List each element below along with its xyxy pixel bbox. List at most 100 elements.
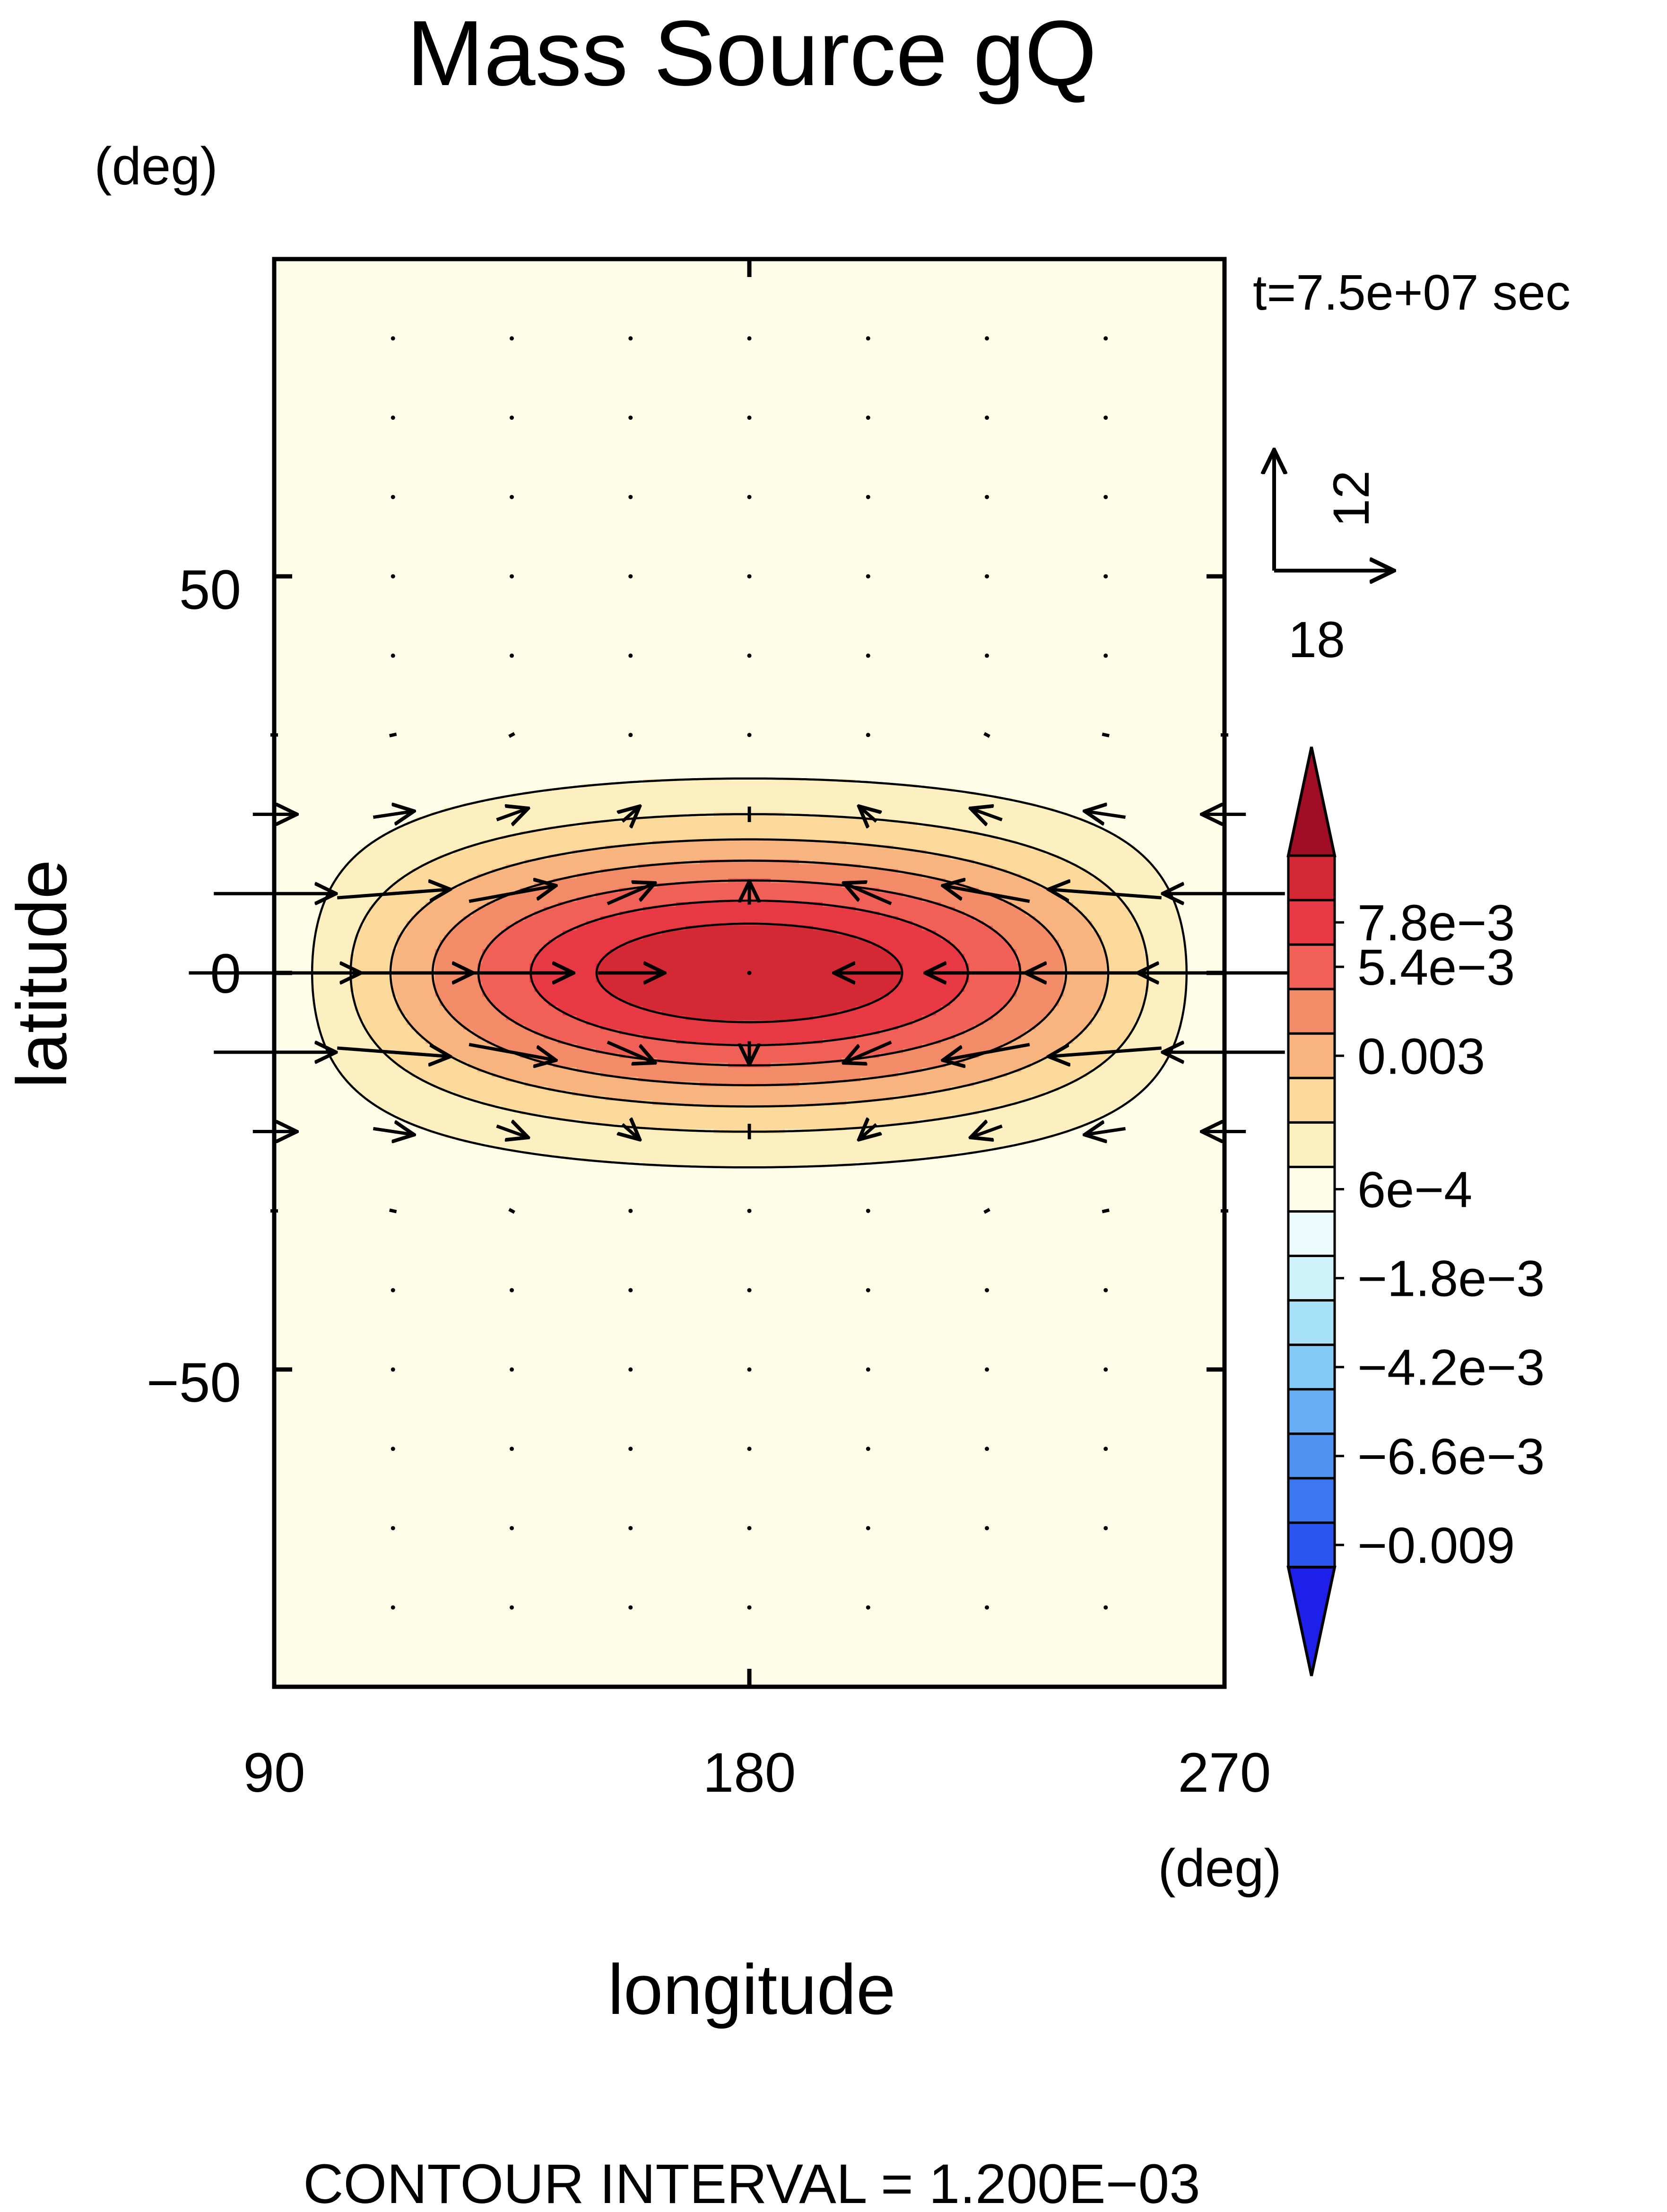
contour-fill-cell: [274, 1517, 1224, 1522]
contour-fill-cell: [317, 1025, 365, 1030]
colorbar-label: −6.6e−3: [1357, 1428, 1545, 1485]
contour-fill-cell: [274, 1337, 1224, 1342]
contour-fill-cell: [1064, 1044, 1121, 1049]
contour-fill-cell: [1092, 926, 1140, 931]
contour-fill-cell: [1149, 978, 1187, 983]
contour-fill-cell: [596, 963, 903, 969]
x-tick-label-270: 270: [1178, 1742, 1271, 1804]
contour-fill-cell: [397, 878, 469, 884]
contour-fill-cell: [582, 1119, 918, 1125]
contour-fill-cell: [539, 949, 610, 954]
contour-fill-cell: [274, 774, 1224, 780]
contour-fill-cell: [478, 1067, 577, 1073]
contour-fill-cell: [274, 935, 317, 940]
contour-fill-cell: [950, 855, 1059, 860]
contour-fill-cell: [894, 845, 1031, 850]
contour-fill-cell: [364, 845, 469, 850]
contour-fill-cell: [1059, 1001, 1102, 1006]
vector-arrow: [1086, 811, 1126, 817]
vector-arrow: [496, 1126, 527, 1137]
contour-fill-cell: [274, 1332, 1224, 1337]
contour-fill-cell: [274, 566, 1224, 572]
contour-fill-cell: [274, 978, 313, 983]
contour-fill-cell: [619, 911, 880, 917]
contour-fill-cell: [355, 935, 398, 940]
contour-fill-cell: [274, 1096, 365, 1101]
contour-fill-cell: [274, 448, 1224, 453]
contour-fill-cell: [274, 1318, 1224, 1323]
contour-fill-cell: [369, 911, 417, 917]
contour-fill-cell: [596, 973, 903, 978]
vector-arrow: [860, 1124, 877, 1138]
colorbar-box: [1287, 1032, 1336, 1079]
vector-dot: [628, 1288, 633, 1293]
contour-fill-cell: [558, 902, 677, 907]
contour-fill-cell: [317, 1011, 360, 1016]
contour-fill-cell: [274, 1143, 487, 1148]
contour-fill-cell: [340, 874, 407, 879]
contour-fill-cell: [1182, 930, 1224, 936]
contour-fill-cell: [274, 1252, 1224, 1257]
contour-fill-cell: [1135, 1096, 1224, 1101]
contour-fill-cell: [1068, 1129, 1224, 1134]
vector-dot: [866, 1447, 870, 1451]
contour-fill-cell: [274, 963, 313, 969]
contour-fill-cell: [860, 864, 993, 869]
contour-fill-cell: [274, 1474, 1224, 1479]
vector-dot: [510, 1288, 514, 1293]
contour-fill-cell: [506, 1015, 577, 1021]
contour-fill-cell: [582, 822, 918, 827]
contour-fill-cell: [1026, 1030, 1083, 1035]
contour-fill-cell: [1111, 831, 1224, 836]
contour-fill-cell: [1130, 1030, 1178, 1035]
contour-fill-cell: [274, 1148, 511, 1153]
contour-fill-cell: [643, 1006, 856, 1011]
contour-fill-cell: [326, 897, 379, 902]
contour-fill-cell: [1177, 1030, 1224, 1035]
contour-line: [530, 899, 969, 1047]
contour-fill-cell: [950, 1001, 1007, 1006]
contour-fill-cell: [600, 982, 899, 988]
vector-dot: [391, 1526, 395, 1530]
contour-fill-cell: [274, 836, 379, 841]
contour-fill-cell: [274, 1138, 464, 1144]
contour-fill-cell: [274, 1583, 1224, 1588]
contour-fill-cell: [274, 997, 313, 1002]
contour-fill-cell: [331, 883, 393, 888]
contour-fill-cell: [440, 855, 549, 860]
contour-fill-cell: [274, 1034, 322, 1040]
contour-fill-cell: [482, 949, 539, 954]
contour-fill-cell: [600, 959, 899, 964]
contour-fill-cell: [411, 869, 492, 874]
contour-fill-cell: [487, 798, 1012, 803]
contour-fill-cell: [1002, 897, 1064, 902]
contour-fill-cell: [652, 1101, 847, 1106]
vector-dot: [747, 971, 752, 975]
contour-fill-cell: [274, 623, 1224, 628]
vector-dot: [628, 336, 633, 341]
contour-fill-cell: [350, 968, 393, 973]
contour-fill-cell: [459, 883, 535, 888]
contour-fill-cell: [397, 935, 445, 940]
contour-fill-cell: [1016, 992, 1064, 997]
contour-fill-cell: [274, 841, 374, 846]
contour-fill-cell: [482, 992, 539, 997]
contour-fill-cell: [1021, 907, 1078, 912]
x-tick-label-180: 180: [703, 1742, 796, 1804]
contour-fill-cell: [960, 949, 1017, 954]
y-axis-label: latitude: [2, 859, 81, 1088]
colorbar-box: [1287, 1165, 1336, 1213]
contour-fill-cell: [544, 789, 955, 794]
contour-fill-cell: [274, 1488, 1224, 1493]
colorbar-box: [1287, 1432, 1336, 1480]
contour-fill-cell: [823, 1039, 941, 1044]
contour-fill-cell: [1144, 1001, 1187, 1006]
contour-fill-cell: [1092, 1067, 1159, 1073]
contour-fill-cell: [1068, 812, 1224, 817]
contour-fill-cell: [993, 1015, 1045, 1021]
contour-fill-cell: [1106, 954, 1149, 959]
contour-fill-cell: [274, 760, 1224, 765]
vector-dot: [985, 1526, 989, 1530]
contour-fill-cell: [894, 1096, 1031, 1101]
contour-fill-cell: [274, 382, 1224, 387]
